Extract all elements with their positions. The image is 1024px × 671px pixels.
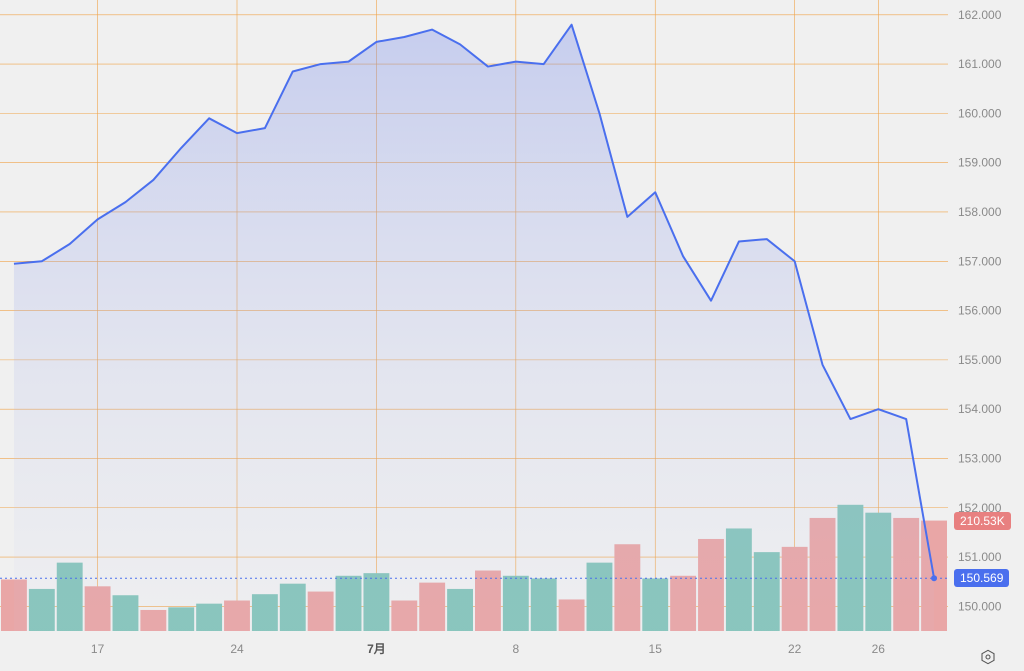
financial-chart: 150.000151.000152.000153.000154.000155.0… — [0, 0, 1024, 671]
y-axis-label: 157.000 — [958, 254, 1002, 268]
y-axis-label: 155.000 — [958, 353, 1002, 367]
x-axis-label: 7月 — [367, 642, 386, 656]
chart-settings-button[interactable] — [980, 649, 996, 665]
x-axis-label: 17 — [91, 642, 105, 656]
x-axis-label: 15 — [649, 642, 663, 656]
volume-badge: 210.53K — [954, 512, 1011, 530]
last-price-dot — [931, 575, 937, 581]
y-axis-label: 154.000 — [958, 402, 1002, 416]
y-axis-label: 162.000 — [958, 8, 1002, 22]
x-axis-label: 22 — [788, 642, 802, 656]
price-badge-text: 150.569 — [960, 571, 1003, 585]
y-axis-label: 161.000 — [958, 57, 1002, 71]
x-axis-label: 26 — [872, 642, 886, 656]
x-axis-label: 8 — [512, 642, 519, 656]
settings-hex-icon — [980, 649, 996, 665]
y-axis-label: 159.000 — [958, 156, 1002, 170]
y-axis-label: 158.000 — [958, 205, 1002, 219]
volume-badge-text: 210.53K — [960, 514, 1005, 528]
y-axis-label: 150.000 — [958, 599, 1002, 613]
chart-canvas: 150.000151.000152.000153.000154.000155.0… — [0, 0, 1024, 671]
y-axis-label: 160.000 — [958, 106, 1002, 120]
price-badge: 150.569 — [954, 569, 1009, 587]
y-axis-label: 151.000 — [958, 550, 1002, 564]
x-axis-label: 24 — [230, 642, 244, 656]
y-axis-label: 153.000 — [958, 451, 1002, 465]
y-axis-label: 156.000 — [958, 304, 1002, 318]
